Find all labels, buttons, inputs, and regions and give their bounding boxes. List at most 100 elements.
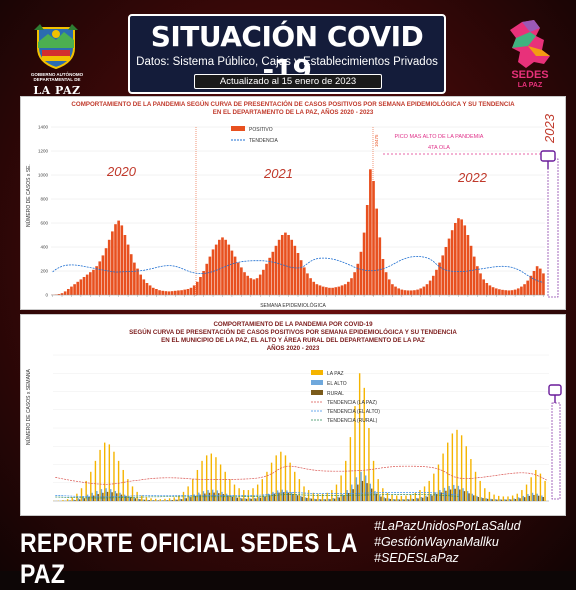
chart2-bar xyxy=(180,499,181,501)
chart2-bar xyxy=(201,461,202,501)
chart2-bar xyxy=(323,499,324,501)
chart1-bar xyxy=(136,269,139,295)
chart2-bar xyxy=(543,497,544,501)
chart1-bar xyxy=(218,240,221,295)
chart2-bar xyxy=(510,499,511,501)
chart2-bar xyxy=(339,498,340,501)
chart2-trend-line xyxy=(55,466,546,484)
peak-value-label: 10475 xyxy=(374,134,379,147)
chart2-bar xyxy=(524,497,525,501)
chart1-bar xyxy=(413,290,416,295)
year-label-2022: 2022 xyxy=(457,170,488,185)
chart2-bar xyxy=(417,498,418,501)
chart2-bar xyxy=(277,490,278,501)
chart1-bar xyxy=(334,287,337,295)
chart2-bar xyxy=(467,491,468,501)
chart1-bar xyxy=(80,279,83,295)
chart1-bar xyxy=(526,281,529,295)
chart1-bar xyxy=(187,289,190,295)
chart1-bar xyxy=(511,290,514,295)
chart2-bar xyxy=(125,496,126,501)
chart1-bar xyxy=(89,272,92,295)
chart2-bar xyxy=(490,499,491,501)
chart1-bar xyxy=(152,288,155,295)
chart2-bar xyxy=(505,500,506,501)
chart2-bar xyxy=(221,492,222,501)
chart2-bar xyxy=(235,497,236,501)
hashtag-2[interactable]: #GestiónWaynaMallku xyxy=(374,534,570,550)
chart2-bar xyxy=(523,496,524,501)
chart1-bar xyxy=(199,277,202,295)
chart1-bar xyxy=(457,218,460,295)
chart2-bar xyxy=(401,496,402,501)
year-label-2020: 2020 xyxy=(106,164,137,179)
chart2-bar xyxy=(410,495,411,501)
chart1-bar xyxy=(328,288,331,295)
chart2-bar xyxy=(385,498,386,501)
chart2-bar xyxy=(399,500,400,501)
chart1-bar xyxy=(372,181,375,295)
chart2-bar xyxy=(468,493,469,501)
chart1-bar xyxy=(196,282,199,295)
chart1-bar xyxy=(316,284,319,295)
chart2-bar xyxy=(297,495,298,501)
chart2-bar xyxy=(425,496,426,501)
chart2-bar xyxy=(82,496,83,501)
chart2-bar xyxy=(141,496,142,501)
shield-icon xyxy=(34,22,78,70)
chart2-bar xyxy=(350,437,351,501)
chart2-bar xyxy=(254,498,255,501)
chart2-bar xyxy=(421,497,422,501)
report-title: REPORTE OFICIAL SEDES LA PAZ xyxy=(20,528,372,563)
chart2-bar xyxy=(509,499,510,501)
chart2-bar xyxy=(135,498,136,501)
chart2-bar xyxy=(303,486,304,501)
chart1-bar xyxy=(158,290,161,295)
chart2-bar xyxy=(365,475,366,501)
chart1-bar xyxy=(64,291,67,295)
chart2-bar xyxy=(413,499,414,501)
chart2-bar xyxy=(162,500,163,501)
chart2-bar xyxy=(530,477,531,501)
chart2-bar xyxy=(486,498,487,501)
chart2-bar xyxy=(116,493,117,501)
chart2-bar xyxy=(187,486,188,501)
chart1-bar xyxy=(319,285,322,295)
chart1-bar xyxy=(86,275,89,295)
chart2-bar xyxy=(300,496,301,501)
chart2-bar xyxy=(73,500,74,501)
legend-lapaz: LA PAZ xyxy=(327,371,344,377)
chart2-bar xyxy=(109,444,110,501)
chart2-bar xyxy=(438,465,439,502)
chart2-bar xyxy=(181,499,182,501)
chart1-bar xyxy=(111,231,114,295)
chart2-bar xyxy=(340,475,341,501)
chart2-bar xyxy=(227,495,228,501)
chart2-bar xyxy=(184,498,185,501)
chart2-bar xyxy=(326,493,327,501)
chart1-bar xyxy=(240,267,243,295)
chart2-bar xyxy=(161,500,162,501)
pointing-hand-icon xyxy=(541,151,555,169)
hashtag-3[interactable]: #SEDESLaPaz xyxy=(374,550,570,566)
sedes-label: SEDES xyxy=(500,70,560,81)
chart1-bar xyxy=(253,279,256,295)
chart2-bar xyxy=(291,492,292,501)
chart2-bar xyxy=(79,499,80,501)
chart1-bar xyxy=(124,235,127,295)
chart1-bar xyxy=(105,248,108,295)
chart1-bar xyxy=(391,284,394,295)
chart2-bar xyxy=(164,499,165,501)
legend-swatch-elalto xyxy=(311,380,323,385)
chart2-bar xyxy=(422,498,423,501)
chart2-bar xyxy=(507,496,508,501)
chart2-bar xyxy=(215,457,216,501)
chart2-bar xyxy=(309,498,310,501)
chart2-bar xyxy=(337,497,338,501)
chart1-bar xyxy=(448,239,451,295)
hashtag-1[interactable]: #LaPazUnidosPorLaSalud xyxy=(374,518,570,534)
chart1-bar xyxy=(227,245,230,295)
chart2-bar xyxy=(411,499,412,501)
chart1-ylabel: NÚMERO DE CASOS x SE. xyxy=(25,164,32,227)
legend-tendencia: TENDENCIA xyxy=(249,138,279,144)
